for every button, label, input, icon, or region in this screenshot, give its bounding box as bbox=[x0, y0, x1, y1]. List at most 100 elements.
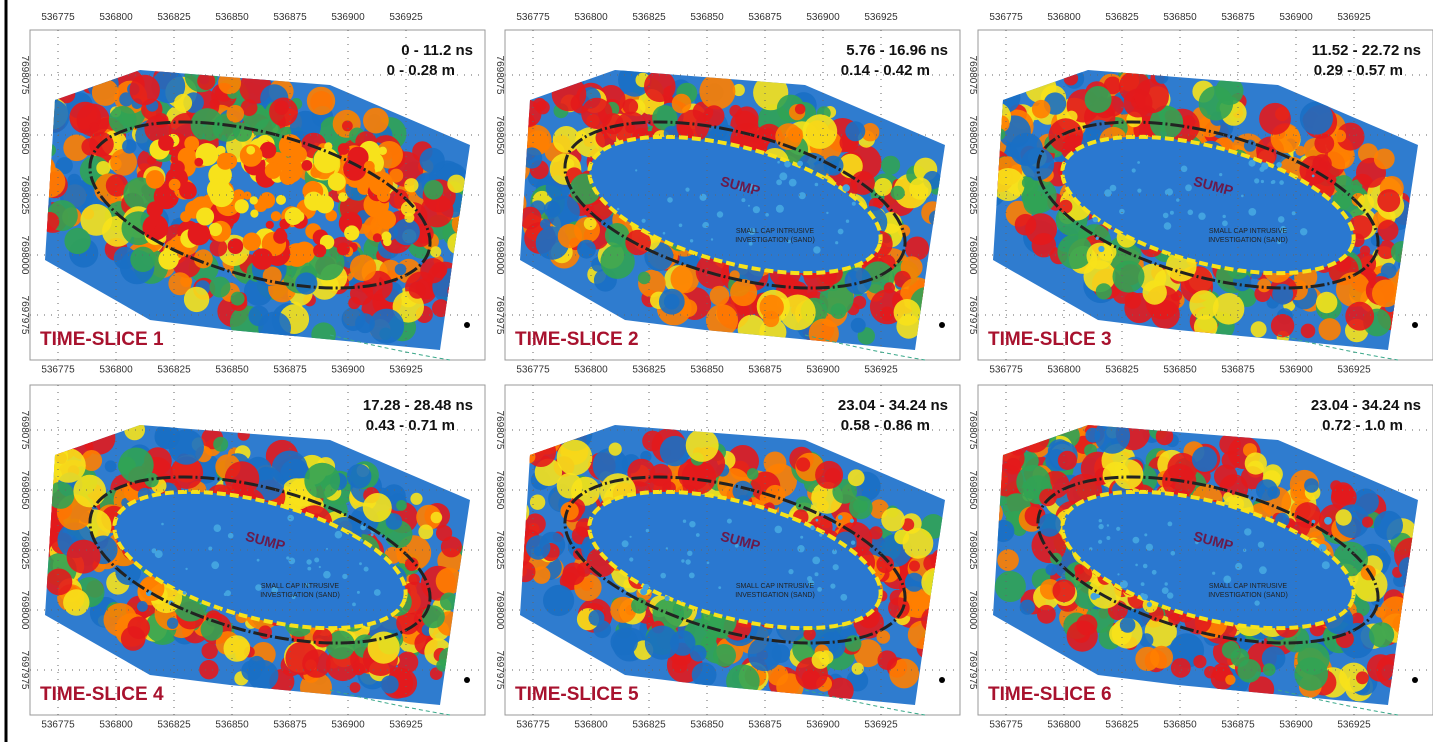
anomaly-blob bbox=[845, 635, 862, 652]
anomaly-blob bbox=[909, 178, 931, 200]
y-tick-label: 7698050 bbox=[967, 471, 978, 510]
anomaly-blob bbox=[1330, 480, 1342, 492]
speckle bbox=[777, 161, 780, 164]
note-label: SMALL CAP INTRUSIVE bbox=[261, 583, 340, 590]
speckle bbox=[287, 515, 294, 522]
anomaly-blob bbox=[1038, 514, 1061, 537]
marker bbox=[464, 677, 470, 683]
anomaly-blob bbox=[130, 75, 160, 105]
anomaly-blob bbox=[1113, 261, 1145, 293]
x-tick-label: 536900 bbox=[806, 365, 840, 376]
speckle bbox=[718, 586, 721, 589]
y-tick-label: 7697975 bbox=[19, 296, 30, 335]
anomaly-blob bbox=[526, 535, 550, 559]
speckle bbox=[1098, 540, 1102, 544]
speckle bbox=[797, 161, 803, 167]
anomaly-blob bbox=[1032, 233, 1056, 257]
speckle bbox=[1116, 527, 1120, 531]
speckle bbox=[288, 558, 295, 565]
anomaly-blob bbox=[812, 651, 830, 669]
anomaly-blob bbox=[328, 173, 346, 191]
anomaly-blob bbox=[158, 135, 174, 151]
anomaly-blob bbox=[119, 448, 154, 483]
anomaly-blob bbox=[202, 643, 218, 659]
anomaly-blob bbox=[1304, 478, 1319, 493]
anomaly-blob bbox=[73, 475, 106, 508]
speckle bbox=[846, 220, 849, 223]
anomaly-blob bbox=[672, 94, 692, 114]
speckle bbox=[833, 564, 839, 570]
speckle bbox=[842, 184, 850, 192]
anomaly-blob bbox=[1316, 292, 1337, 313]
anomaly-blob bbox=[815, 461, 843, 489]
anomaly-blob bbox=[1114, 459, 1144, 489]
speckle bbox=[660, 573, 666, 579]
anomaly-blob bbox=[379, 147, 387, 155]
speckle bbox=[1312, 175, 1315, 178]
speckle bbox=[1258, 542, 1264, 548]
anomaly-blob bbox=[46, 569, 73, 596]
speckle bbox=[840, 594, 847, 601]
anomaly-blob bbox=[690, 645, 707, 662]
speckle bbox=[685, 559, 690, 564]
x-tick-label: 536900 bbox=[331, 365, 365, 376]
anomaly-blob bbox=[184, 287, 209, 312]
speckle bbox=[1259, 566, 1267, 574]
speckle bbox=[323, 571, 331, 579]
anomaly-blob bbox=[581, 98, 612, 129]
anomaly-blob bbox=[1225, 675, 1235, 685]
anomaly-blob bbox=[170, 160, 185, 175]
anomaly-blob bbox=[845, 121, 865, 141]
anomaly-blob bbox=[252, 248, 273, 269]
speckle bbox=[838, 515, 843, 520]
anomaly-blob bbox=[227, 105, 245, 123]
anomaly-blob bbox=[686, 429, 719, 462]
x-tick-label: 536850 bbox=[1163, 365, 1197, 376]
x-tick-label: 536850 bbox=[690, 12, 724, 23]
anomaly-blob bbox=[1223, 492, 1233, 502]
x-tick-label: 536775 bbox=[41, 720, 75, 731]
x-tick-label: 536875 bbox=[273, 12, 307, 23]
anomaly-blob bbox=[363, 493, 392, 522]
anomaly-blob bbox=[420, 148, 445, 173]
speckle bbox=[852, 202, 856, 206]
speckle bbox=[307, 567, 311, 571]
x-tick-label: 536825 bbox=[1105, 720, 1139, 731]
anomaly-blob bbox=[891, 186, 905, 200]
anomaly-blob bbox=[1301, 324, 1316, 339]
speckle bbox=[360, 539, 363, 542]
speckle bbox=[851, 541, 855, 545]
map-panel: 17.28 - 28.48 ns0.43 - 0.71 mTIME-SLICE … bbox=[8, 385, 514, 715]
speckle bbox=[152, 548, 157, 553]
anomaly-blob bbox=[997, 549, 1019, 571]
y-tick-label: 7698000 bbox=[494, 236, 505, 275]
anomaly-blob bbox=[347, 464, 372, 489]
x-tick-label: 536825 bbox=[157, 12, 191, 23]
x-tick-label: 536775 bbox=[989, 365, 1023, 376]
anomaly-blob bbox=[231, 292, 245, 306]
speckle bbox=[1171, 551, 1176, 556]
anomaly-blob bbox=[196, 208, 214, 226]
speckle bbox=[1198, 213, 1205, 220]
anomaly-blob bbox=[250, 210, 258, 218]
anomaly-blob bbox=[381, 231, 391, 241]
speckle bbox=[666, 547, 668, 549]
anomaly-blob bbox=[1374, 511, 1403, 540]
speckle bbox=[1272, 180, 1276, 184]
x-tick-label: 536825 bbox=[632, 365, 666, 376]
anomaly-blob bbox=[342, 121, 353, 132]
speckle bbox=[1165, 189, 1171, 195]
speckle bbox=[776, 205, 784, 213]
panel-title: TIME-SLICE 5 bbox=[515, 684, 639, 705]
speckle bbox=[1137, 161, 1140, 164]
anomaly-blob bbox=[174, 94, 192, 112]
speckle bbox=[1176, 198, 1179, 201]
anomaly-blob bbox=[1085, 86, 1112, 113]
anomaly-blob bbox=[316, 195, 335, 214]
x-tick-label: 536875 bbox=[1221, 365, 1255, 376]
anomaly-blob bbox=[314, 148, 340, 174]
marker bbox=[464, 322, 470, 328]
anomaly-blob bbox=[1259, 103, 1291, 135]
anomaly-blob bbox=[1238, 659, 1262, 683]
anomaly-blob bbox=[704, 105, 725, 126]
